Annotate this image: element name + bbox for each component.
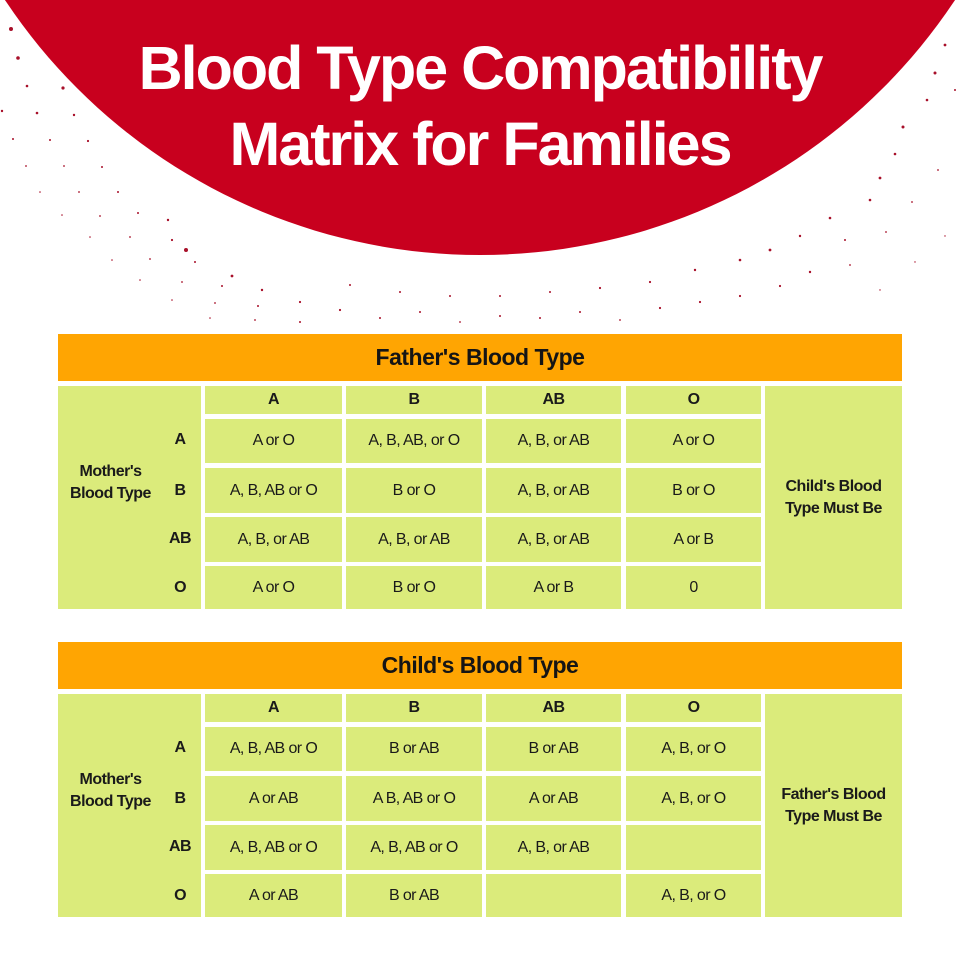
- column-header-ab: AB: [486, 386, 621, 414]
- table-cell: A or O: [205, 419, 342, 463]
- table-cell: B or O: [346, 566, 482, 609]
- mother-blood-type-side-block: Mother's Blood Type A B AB O: [58, 386, 201, 609]
- right-label-line-2: Type Must Be: [785, 499, 882, 517]
- title-line-1: Blood Type Compatibility: [138, 34, 824, 102]
- matrix-header: Father's Blood Type: [58, 334, 902, 381]
- table-cell: A, B, or O: [626, 776, 761, 821]
- row-label-b: B: [174, 482, 187, 499]
- row-label-ab: AB: [169, 530, 192, 547]
- page-title: Blood Type Compatibility Matrix for Fami…: [0, 30, 960, 182]
- column-header-b: B: [346, 694, 482, 722]
- column-header-a: A: [205, 694, 342, 722]
- table-cell: A, B, or AB: [486, 517, 621, 562]
- table-cell: A, B, AB, or O: [346, 419, 482, 463]
- table-cell: A, B, AB or O: [205, 727, 342, 771]
- matrix-header: Child's Blood Type: [58, 642, 902, 689]
- table-cell: A or AB: [205, 776, 342, 821]
- side-label-line-1: Mother's: [79, 463, 142, 480]
- father-blood-type-matrix: Father's Blood Type Mother's Blood Type …: [58, 334, 902, 609]
- table-cell: B or O: [346, 468, 482, 513]
- row-label-a: A: [174, 431, 187, 448]
- table-cell: A, B, AB or O: [205, 468, 342, 513]
- table-cell: A, B, or AB: [205, 517, 342, 562]
- column-header-o: O: [626, 694, 761, 722]
- table-cell: A, B, or AB: [486, 468, 621, 513]
- father-blood-type-must-be-label: Father's Blood Type Must Be: [765, 694, 902, 917]
- table-cell: A, B, or O: [626, 874, 761, 917]
- table-cell: A or O: [205, 566, 342, 609]
- side-label-line-1: Mother's: [79, 771, 142, 788]
- table-cell: A, B, or AB: [486, 419, 621, 463]
- table-cell-empty: [486, 874, 621, 917]
- table-cell: A, B, or AB: [486, 825, 621, 870]
- row-label-ab: AB: [169, 838, 192, 855]
- table-cell: A B, AB or O: [346, 776, 482, 821]
- row-label-b: B: [174, 790, 187, 807]
- row-label-o: O: [174, 579, 186, 596]
- dot-pattern-decoration: [0, 27, 956, 323]
- mother-blood-type-label: Mother's Blood Type: [58, 461, 163, 505]
- table-cell: A, B, or AB: [346, 517, 482, 562]
- table-cell: B or O: [626, 468, 761, 513]
- child-blood-type-must-be-label: Child's Blood Type Must Be: [765, 386, 902, 609]
- table-cell: B or AB: [346, 874, 482, 917]
- mother-blood-type-side-block: Mother's Blood Type A B AB O: [58, 694, 201, 917]
- side-label-line-2: Blood Type: [70, 485, 151, 502]
- row-label-o: O: [174, 887, 186, 904]
- table-cell: A, B, AB or O: [346, 825, 482, 870]
- mother-blood-type-label: Mother's Blood Type: [58, 769, 163, 813]
- row-label-a: A: [174, 739, 187, 756]
- right-label-line-1: Father's Blood: [781, 785, 886, 803]
- column-header-a: A: [205, 386, 342, 414]
- table-cell-empty: [626, 825, 761, 870]
- table-cell: B or AB: [486, 727, 621, 771]
- table-cell: A or O: [626, 419, 761, 463]
- title-line-2: Matrix for Families: [229, 110, 733, 178]
- table-cell: 0: [626, 566, 761, 609]
- child-blood-type-matrix: Child's Blood Type Mother's Blood Type A…: [58, 642, 902, 917]
- table-cell: A, B, AB or O: [205, 825, 342, 870]
- table-cell: A or B: [626, 517, 761, 562]
- table-cell: A or AB: [486, 776, 621, 821]
- right-label-line-2: Type Must Be: [785, 807, 882, 825]
- table-cell: A or AB: [205, 874, 342, 917]
- column-header-o: O: [626, 386, 761, 414]
- right-label-line-1: Child's Blood: [785, 477, 882, 495]
- table-cell: A, B, or O: [626, 727, 761, 771]
- matrix-grid: Mother's Blood Type A B AB O A B AB O A …: [58, 386, 902, 609]
- table-cell: B or AB: [346, 727, 482, 771]
- column-header-ab: AB: [486, 694, 621, 722]
- matrix-grid: Mother's Blood Type A B AB O A B AB O A,…: [58, 694, 902, 917]
- side-label-line-2: Blood Type: [70, 793, 151, 810]
- table-cell: A or B: [486, 566, 621, 609]
- column-header-b: B: [346, 386, 482, 414]
